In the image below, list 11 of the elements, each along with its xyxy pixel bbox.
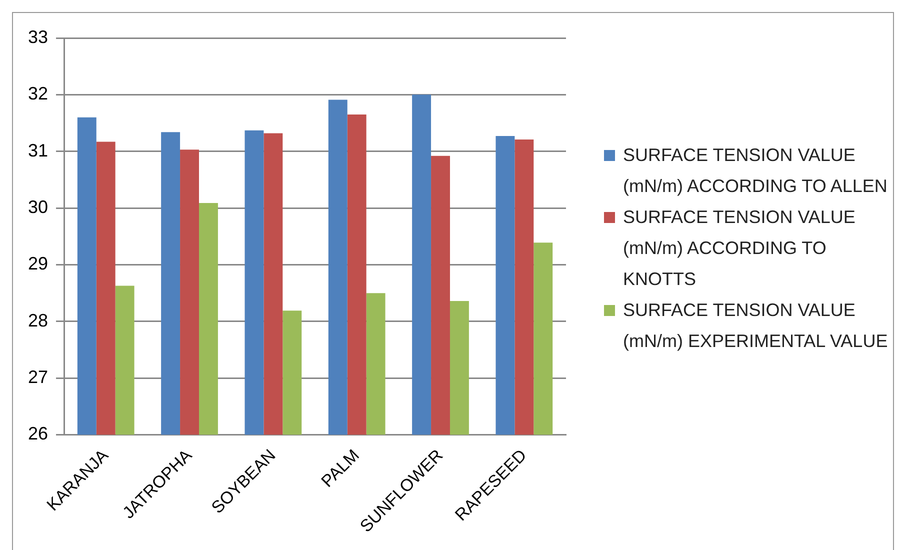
y-tick-label: 32 [28,84,48,104]
y-tick-label: 29 [28,254,48,274]
y-tick-label: 26 [28,424,48,444]
y-tick-label: 27 [28,367,48,388]
y-tick-label: 33 [28,26,48,47]
legend-label: SURFACE TENSION VALUE (mN/m) ACCORDING TO ALLEN [623,144,888,198]
y-tick-label: 31 [28,140,48,160]
y-tick-label: 30 [28,197,48,218]
legend-label: SURFACE TENSION VALUE (mN/m) ACCORDING TO KNOTTS [623,206,856,291]
y-tick-label: 28 [28,310,48,330]
legend-label: SURFACE TENSION VALUE (mN/m) EXPERIMENTAL VALUE [623,299,889,353]
